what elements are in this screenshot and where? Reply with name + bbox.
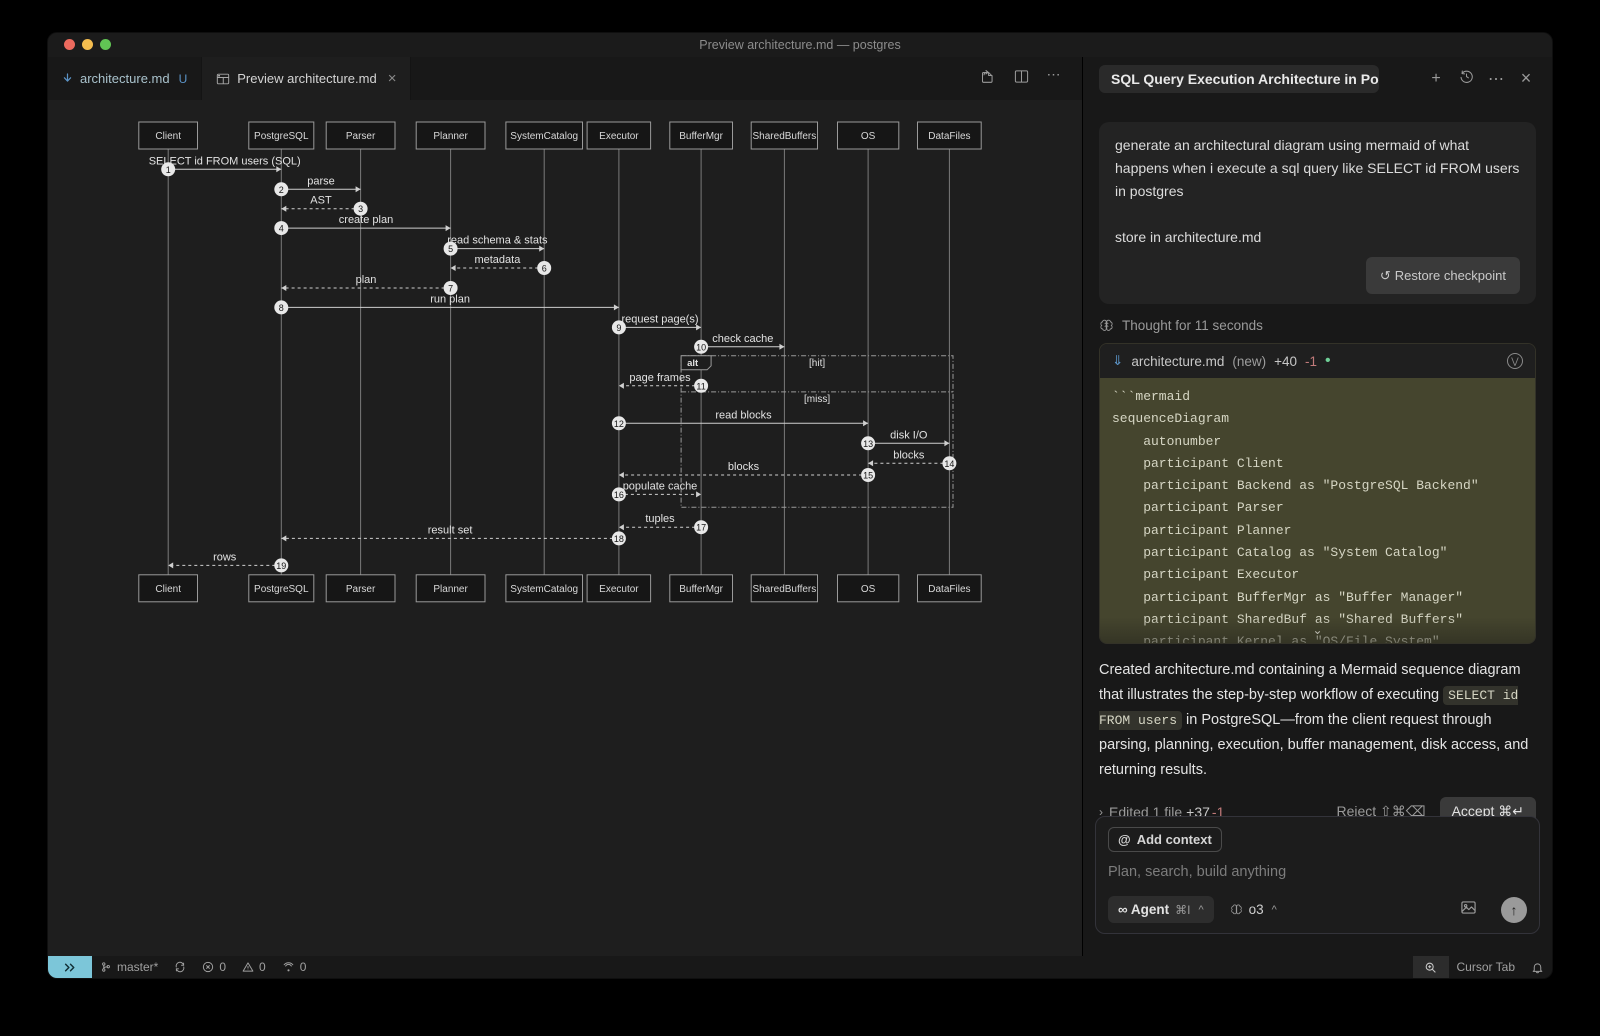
svg-text:tuples: tuples — [645, 513, 675, 525]
svg-text:2: 2 — [279, 185, 284, 195]
svg-text:request page(s): request page(s) — [621, 313, 698, 325]
svg-text:DataFiles: DataFiles — [928, 131, 970, 142]
svg-text:12: 12 — [614, 419, 624, 429]
svg-text:plan: plan — [356, 274, 377, 286]
svg-text:parse: parse — [307, 175, 335, 187]
svg-text:Parser: Parser — [346, 584, 376, 595]
svg-text:Client: Client — [155, 584, 181, 595]
svg-text:15: 15 — [863, 471, 873, 481]
svg-text:Planner: Planner — [433, 131, 468, 142]
svg-text:blocks: blocks — [728, 461, 760, 473]
svg-text:Client: Client — [155, 131, 181, 142]
svg-text:BufferMgr: BufferMgr — [679, 584, 723, 595]
svg-text:rows: rows — [213, 551, 237, 563]
svg-text:populate cache: populate cache — [623, 480, 698, 492]
svg-text:10: 10 — [696, 342, 706, 352]
svg-text:SharedBuffers: SharedBuffers — [753, 584, 817, 595]
svg-text:blocks: blocks — [893, 449, 925, 461]
svg-text:Parser: Parser — [346, 131, 376, 142]
svg-text:Executor: Executor — [599, 131, 639, 142]
svg-text:result set: result set — [428, 524, 473, 536]
svg-text:3: 3 — [358, 204, 363, 214]
svg-text:metadata: metadata — [474, 254, 521, 266]
svg-text:OS: OS — [861, 131, 876, 142]
svg-text:read schema & stats: read schema & stats — [447, 235, 548, 247]
svg-text:5: 5 — [448, 244, 453, 254]
svg-text:Executor: Executor — [599, 584, 639, 595]
svg-text:run plan: run plan — [430, 293, 470, 305]
svg-text:18: 18 — [614, 534, 624, 544]
svg-text:1: 1 — [166, 165, 171, 175]
svg-text:DataFiles: DataFiles — [928, 584, 970, 595]
svg-text:OS: OS — [861, 584, 876, 595]
svg-text:16: 16 — [614, 490, 624, 500]
svg-text:6: 6 — [542, 264, 547, 274]
svg-text:SystemCatalog: SystemCatalog — [510, 131, 578, 142]
svg-text:PostgreSQL: PostgreSQL — [254, 131, 309, 142]
svg-text:19: 19 — [276, 561, 286, 571]
svg-text:read blocks: read blocks — [715, 409, 772, 421]
svg-text:AST: AST — [310, 195, 332, 207]
svg-text:page frames: page frames — [629, 372, 691, 384]
svg-text:SharedBuffers: SharedBuffers — [753, 131, 817, 142]
svg-text:[miss]: [miss] — [804, 394, 830, 405]
svg-text:13: 13 — [863, 439, 873, 449]
svg-text:8: 8 — [279, 303, 284, 313]
svg-text:14: 14 — [944, 459, 954, 469]
svg-text:17: 17 — [696, 523, 706, 533]
svg-text:SystemCatalog: SystemCatalog — [510, 584, 578, 595]
svg-text:4: 4 — [279, 224, 284, 234]
svg-text:[hit]: [hit] — [809, 358, 825, 369]
svg-text:Planner: Planner — [433, 584, 468, 595]
svg-text:7: 7 — [448, 284, 453, 294]
svg-text:disk I/O: disk I/O — [890, 429, 928, 441]
svg-text:11: 11 — [696, 381, 705, 391]
svg-text:alt: alt — [687, 358, 699, 369]
svg-text:BufferMgr: BufferMgr — [679, 131, 723, 142]
svg-text:PostgreSQL: PostgreSQL — [254, 584, 309, 595]
svg-text:create plan: create plan — [339, 214, 393, 226]
svg-text:check cache: check cache — [712, 333, 773, 345]
svg-text:9: 9 — [616, 323, 621, 333]
